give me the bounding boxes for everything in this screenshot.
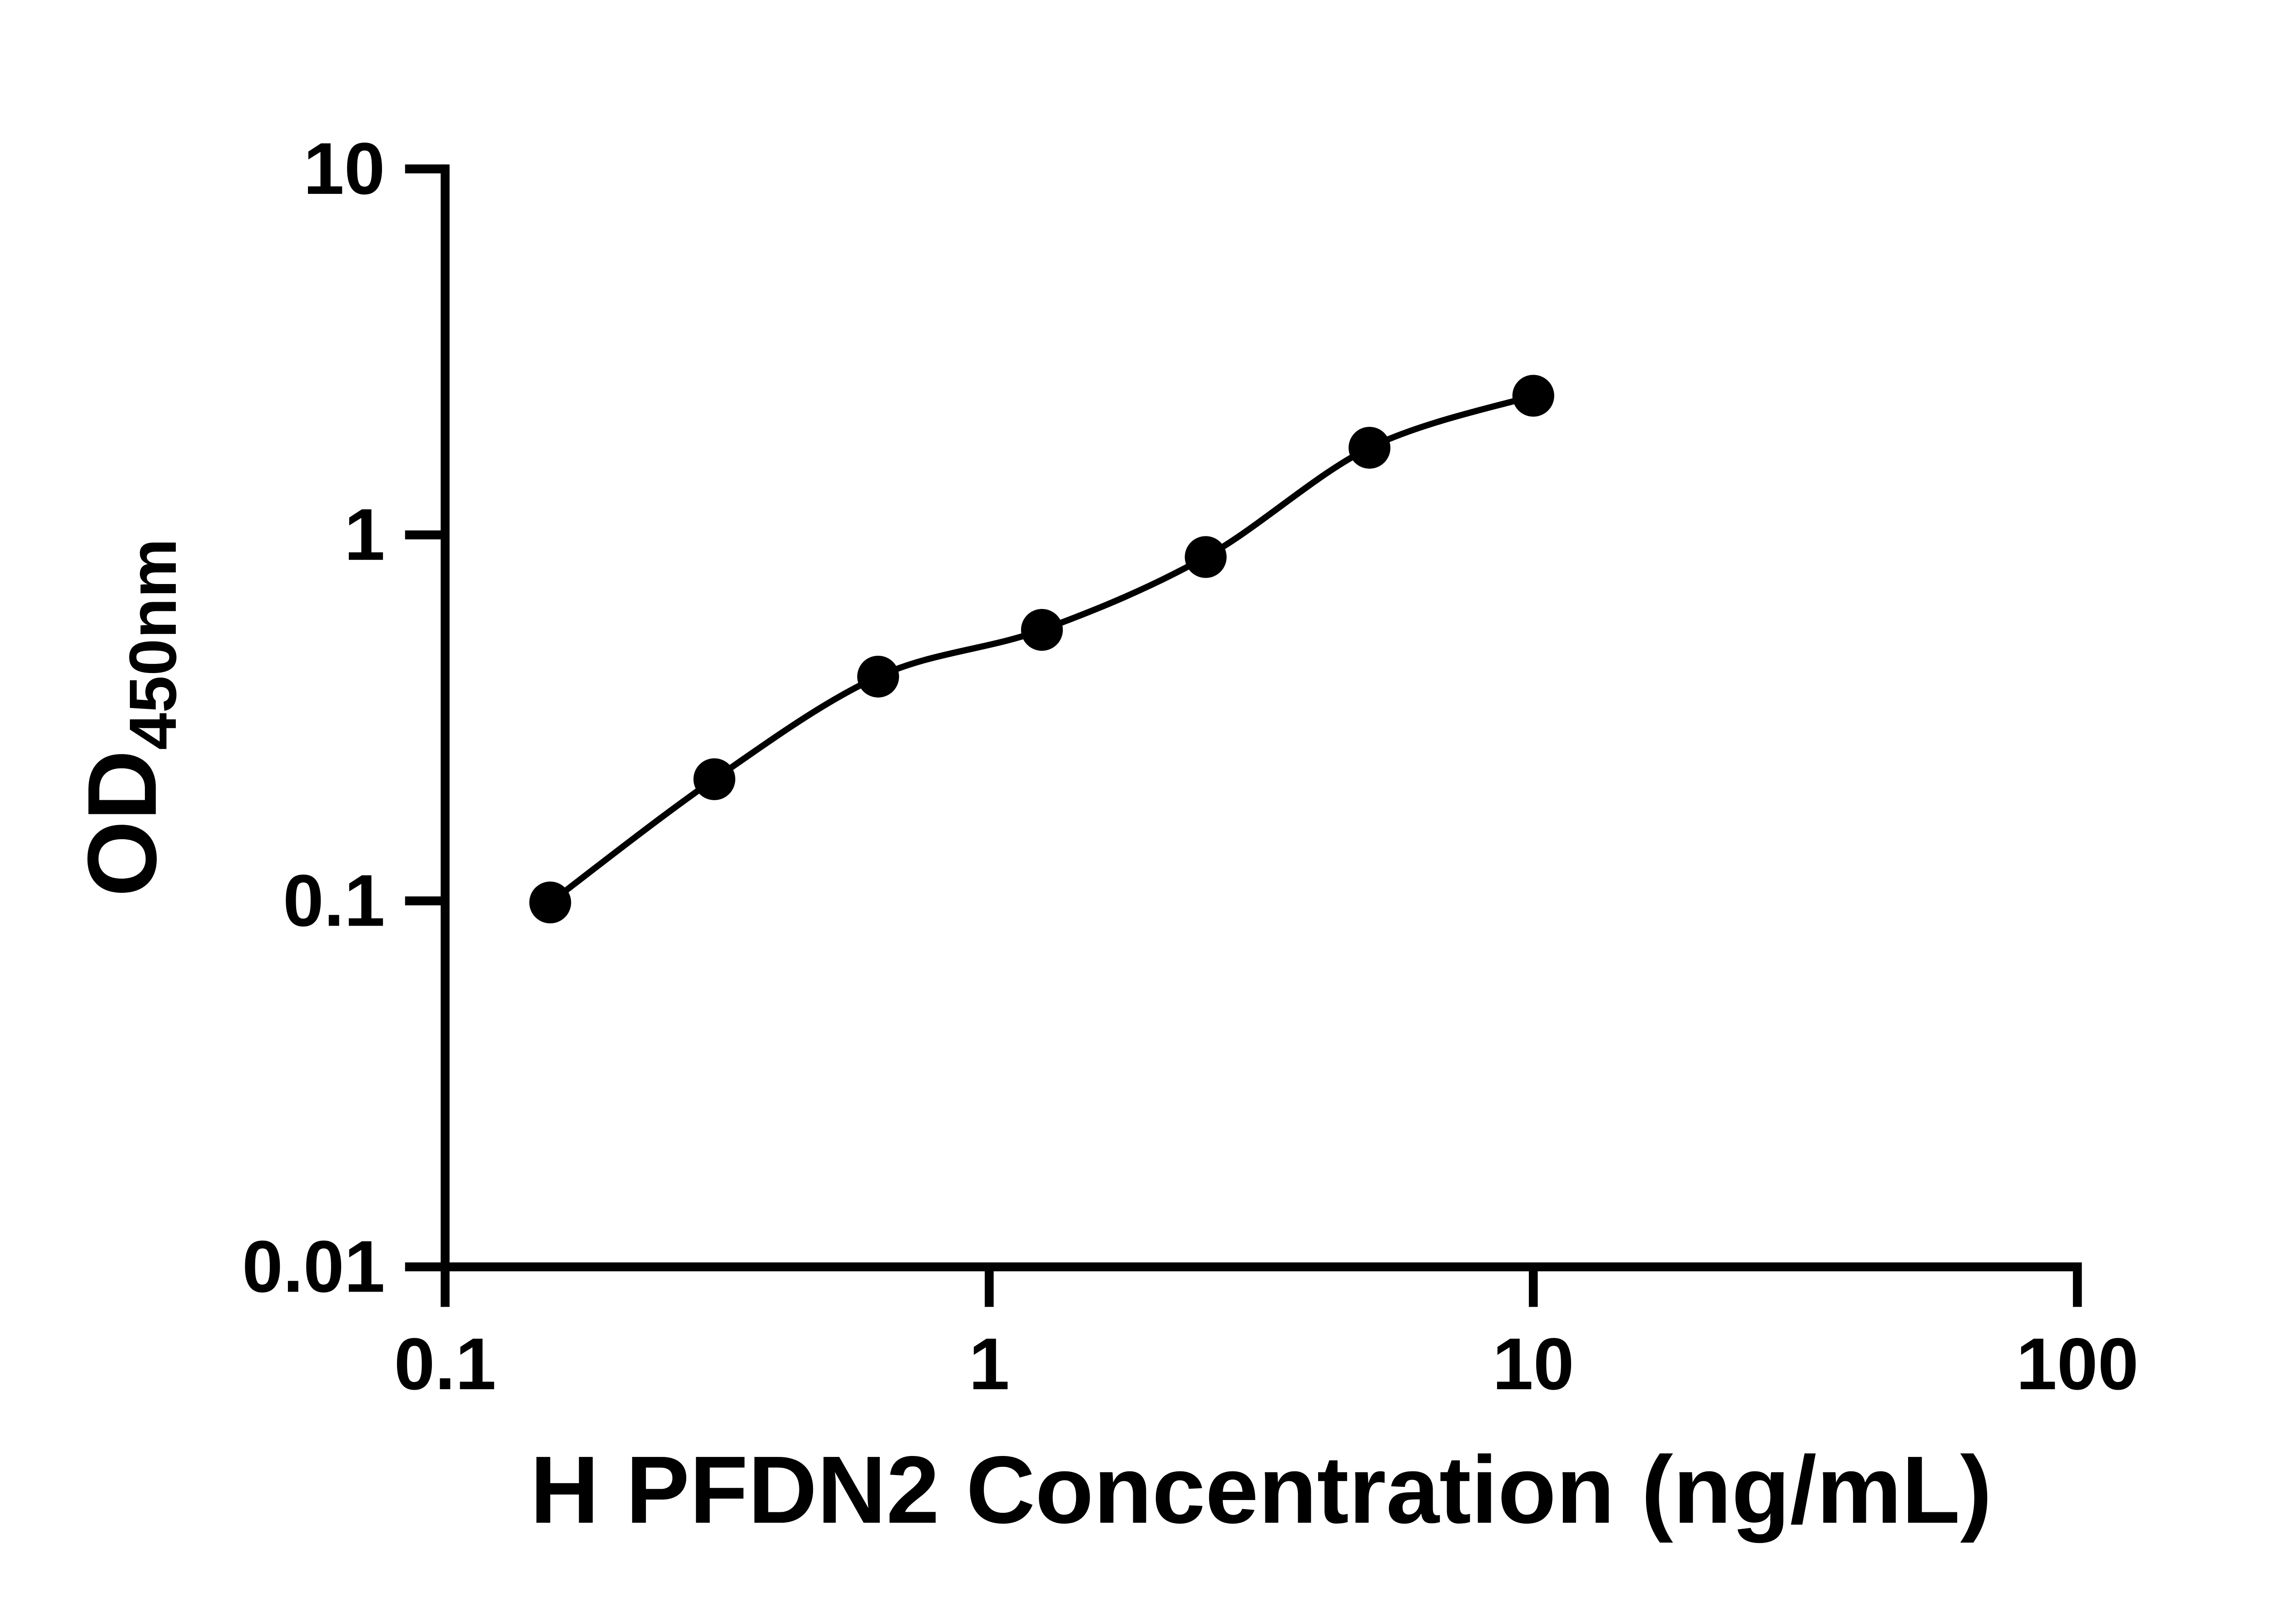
y-tick-label: 1 xyxy=(344,494,385,576)
axes-layer xyxy=(441,164,2082,1272)
x-axis-title: H PFDN2 Concentration (ng/mL) xyxy=(530,1436,1992,1543)
data-point xyxy=(529,881,571,924)
data-point xyxy=(693,758,735,800)
y-axis-title-main: OD xyxy=(67,750,177,896)
data-point xyxy=(1349,426,1391,469)
y-axis-title: OD450nm xyxy=(67,539,190,897)
plot-layer xyxy=(529,375,1554,924)
y-axis-title-subscript: 450nm xyxy=(116,539,190,750)
y-tick-label: 10 xyxy=(303,128,385,210)
y-tick-label: 0.01 xyxy=(242,1226,385,1308)
y-tick-label: 0.1 xyxy=(283,860,385,942)
data-point xyxy=(1185,536,1227,578)
x-tick-label: 100 xyxy=(2016,1323,2139,1405)
x-tick-label: 0.1 xyxy=(394,1323,496,1405)
data-point xyxy=(857,655,899,698)
ticks-layer xyxy=(405,164,2082,1307)
data-point xyxy=(1512,375,1554,417)
data-point xyxy=(1021,609,1063,651)
x-tick-label: 10 xyxy=(1493,1323,1574,1405)
x-tick-label: 1 xyxy=(969,1323,1010,1405)
axis-spine xyxy=(441,164,2082,1272)
